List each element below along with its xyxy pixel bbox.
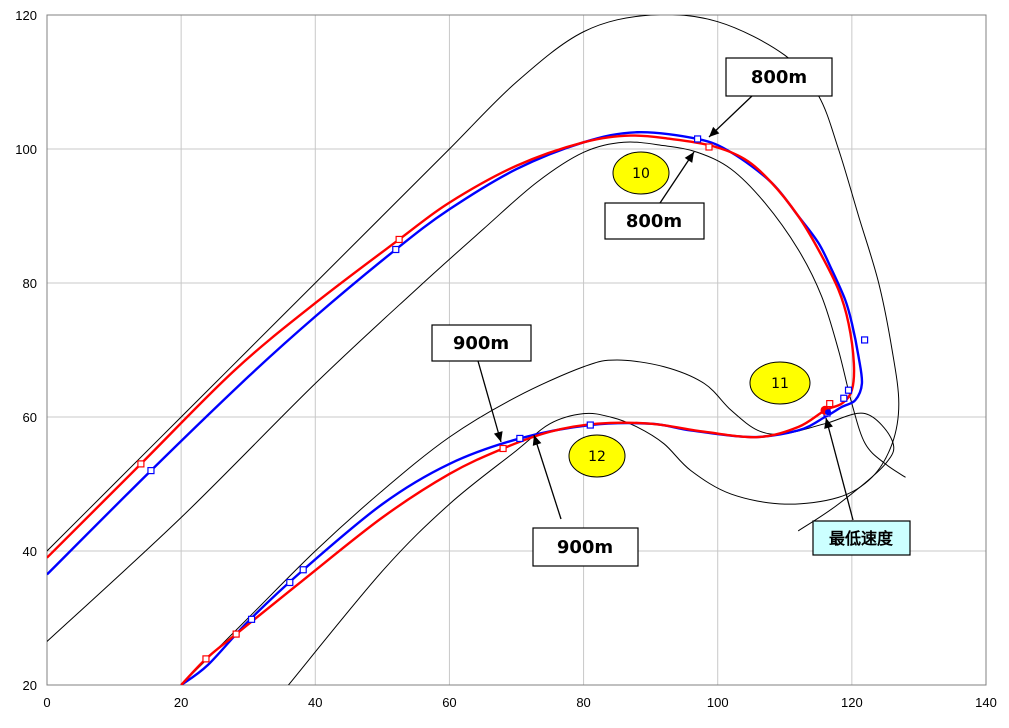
series-marker-3 bbox=[844, 386, 853, 394]
arrow-800m-blue-head bbox=[709, 126, 720, 137]
y-tick-label: 100 bbox=[15, 142, 37, 157]
series-marker-4 bbox=[705, 143, 713, 151]
series-marker-3 bbox=[147, 467, 155, 475]
series-marker-4 bbox=[395, 235, 403, 244]
annotation-arrows bbox=[477, 95, 854, 521]
label-900m-red: 900m bbox=[431, 324, 532, 362]
data-markers bbox=[137, 135, 869, 663]
series-marker-3 bbox=[299, 566, 307, 574]
series-marker-3 bbox=[840, 394, 848, 402]
series-marker-3 bbox=[516, 434, 524, 443]
x-tick-label: 60 bbox=[442, 695, 456, 710]
min-speed-point-blue bbox=[825, 409, 832, 416]
x-tick-label: 20 bbox=[174, 695, 188, 710]
label-800m-red: 800m bbox=[604, 202, 705, 240]
series-line-2 bbox=[180, 359, 895, 685]
corner-12-marker: 12 bbox=[568, 434, 626, 478]
corner-11-text: 11 bbox=[771, 376, 789, 392]
corner-10-text: 10 bbox=[632, 166, 650, 182]
label-800m-blue-text: 800m bbox=[751, 67, 807, 88]
arrow-min-speed-head bbox=[824, 418, 833, 429]
arrow-900m-red-head bbox=[493, 431, 503, 442]
series-marker-3 bbox=[693, 135, 702, 143]
label-900m-red-text: 900m bbox=[453, 333, 509, 354]
axis-ticks: 0 20 40 60 80 100 120 140 20 40 60 80 100 120 bbox=[15, 8, 997, 710]
series-marker-3 bbox=[392, 245, 400, 254]
y-tick-label: 60 bbox=[23, 410, 37, 425]
arrow-900m-blue bbox=[533, 434, 562, 520]
arrow-min-speed bbox=[825, 417, 854, 521]
series-marker-3 bbox=[586, 421, 594, 429]
series-marker-4 bbox=[232, 630, 240, 638]
series-marker-3 bbox=[861, 336, 869, 344]
x-tick-label: 120 bbox=[841, 695, 863, 710]
series-marker-4 bbox=[826, 400, 834, 408]
series-marker-4 bbox=[137, 460, 145, 468]
x-tick-label: 40 bbox=[308, 695, 322, 710]
series-line-4 bbox=[47, 134, 856, 685]
corner-12-text: 12 bbox=[588, 449, 606, 465]
label-800m-red-text: 800m bbox=[626, 211, 682, 232]
label-800m-blue: 800m bbox=[725, 57, 833, 97]
series-marker-3 bbox=[286, 578, 294, 587]
annotation-labels: 800m 800m 900m 900m 最低速度 10 11 bbox=[431, 57, 911, 567]
label-900m-blue: 900m bbox=[532, 527, 639, 567]
x-tick-label: 140 bbox=[975, 695, 997, 710]
plot-area-border bbox=[46, 14, 987, 686]
x-tick-label: 80 bbox=[576, 695, 590, 710]
arrow-800m-red-head bbox=[684, 152, 694, 163]
label-min-speed: 最低速度 bbox=[812, 520, 911, 556]
data-series bbox=[47, 15, 906, 685]
y-tick-label: 120 bbox=[15, 8, 37, 23]
arrow-900m-blue-head bbox=[532, 435, 542, 446]
label-min-speed-text: 最低速度 bbox=[829, 529, 894, 548]
series-line-1 bbox=[47, 15, 900, 685]
series-line-3 bbox=[47, 131, 864, 685]
x-tick-label: 0 bbox=[43, 695, 50, 710]
corner-11-marker: 11 bbox=[749, 361, 811, 405]
y-tick-label: 20 bbox=[23, 678, 37, 693]
series-marker-4 bbox=[499, 444, 507, 453]
corner-10-marker: 10 bbox=[612, 151, 670, 195]
y-tick-label: 80 bbox=[23, 276, 37, 291]
series-marker-3 bbox=[247, 615, 256, 623]
arrow-900m-red bbox=[477, 360, 502, 443]
label-900m-blue-text: 900m bbox=[557, 537, 613, 558]
y-tick-label: 40 bbox=[23, 544, 37, 559]
arrow-800m-red bbox=[659, 151, 695, 204]
series-marker-4 bbox=[202, 655, 210, 663]
x-tick-label: 100 bbox=[707, 695, 729, 710]
